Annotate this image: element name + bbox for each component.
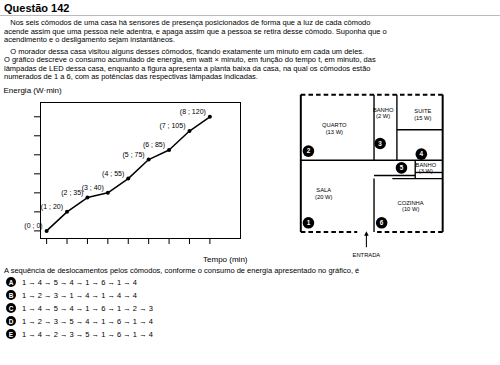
svg-text:Energia (W·min): Energia (W·min) [4,86,63,95]
html-text:C: C [8,304,14,312]
svg-text:QUARTO(13 W): QUARTO(13 W) [322,121,347,134]
html-text:1 → 4 → 2 → 3 → 5 → 1 → 6 → 1: 1 → 4 → 2 → 3 → 5 → 1 → 6 → 1 → 4 [22,329,153,339]
svg-text:SUITE(15 W): SUITE(15 W) [414,108,431,121]
svg-text:BANHO(2 W): BANHO(2 W) [373,106,394,119]
svg-text:ENTRADA: ENTRADA [353,252,381,258]
html-text:B: B [8,291,14,299]
html-text:E: E [8,330,14,338]
svg-text:6: 6 [380,219,384,226]
html-text:Nos seis cômodos de uma casa h: Nos seis cômodos de uma casa há sensores… [4,18,387,44]
svg-text:5: 5 [400,164,404,171]
svg-text:SALA(20 W): SALA(20 W) [315,187,332,200]
svg-text:BANHO(3 W): BANHO(3 W) [416,161,437,174]
html-text:1 → 2 → 3 → 1 → 4 → 1 → 4 → 4: 1 → 2 → 3 → 1 → 4 → 1 → 4 → 4 [22,290,137,300]
svg-text:Tempo (min): Tempo (min) [203,254,248,263]
html-text:1 → 4 → 5 → 4 → 1 → 6 → 1 → 2: 1 → 4 → 5 → 4 → 1 → 6 → 1 → 2 → 3 [22,303,153,313]
svg-text:(4 ; 55): (4 ; 55) [102,169,124,177]
svg-text:(2 ; 35): (2 ; 35) [61,188,83,196]
svg-text:2: 2 [307,147,311,154]
svg-text:3: 3 [378,139,382,146]
svg-text:(8 ; 120): (8 ; 120) [180,108,206,116]
svg-text:(6 ; 85): (6 ; 85) [143,141,165,149]
html-text:Questão 142: Questão 142 [4,2,70,14]
svg-text:(5 ; 75): (5 ; 75) [122,150,144,158]
svg-text:COZINHA(10 W): COZINHA(10 W) [398,199,424,212]
html-text:A: A [8,278,14,286]
svg-text:4: 4 [420,150,424,157]
svg-text:(0 ; 0): (0 ; 0) [24,222,42,230]
html-text:1 → 2 → 3 → 5 → 4 → 1 → 6 → 1: 1 → 2 → 3 → 5 → 4 → 1 → 6 → 1 → 4 [22,316,153,326]
html-text:O morador dessa casa visitou a: O morador dessa casa visitou alguns dess… [4,46,376,81]
svg-text:1: 1 [307,219,311,226]
svg-text:(7 ; 105): (7 ; 105) [159,122,185,130]
html-text:1 → 4 → 5 → 4 → 1 → 6 → 1 → 4: 1 → 4 → 5 → 4 → 1 → 6 → 1 → 4 [22,277,137,287]
svg-text:(3 ; 40): (3 ; 40) [82,184,104,192]
html-text:A sequência de deslocamentos p: A sequência de deslocamentos pelos cômod… [4,265,360,275]
html-text:D: D [8,317,14,325]
svg-text:(1 ; 20): (1 ; 20) [41,203,63,211]
